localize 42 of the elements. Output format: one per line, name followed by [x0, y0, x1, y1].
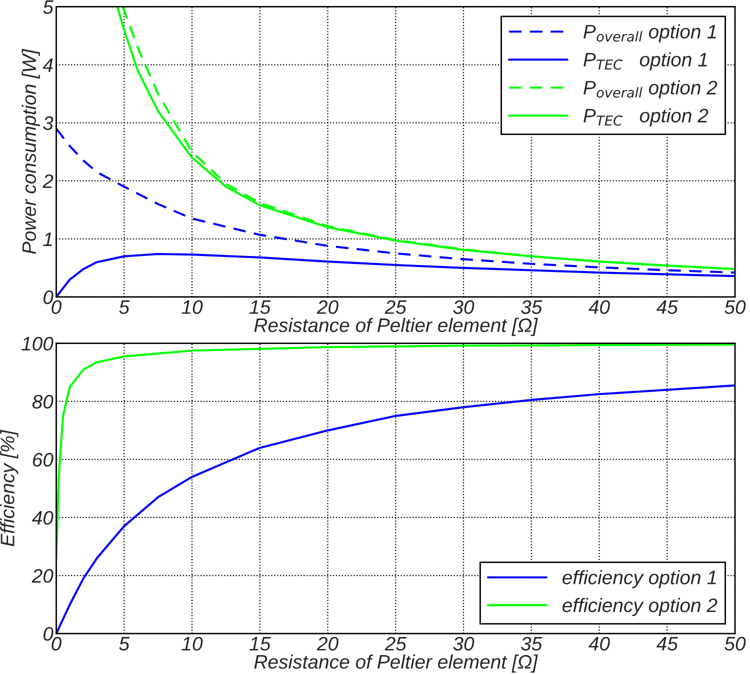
- legend-label: P$_{overall}$ option 2: [584, 80, 718, 98]
- x-tick-label: 25: [384, 300, 406, 314]
- y-tick-label: 5: [43, 0, 54, 14]
- y-axis-title: Efficiency [%]: [0, 430, 18, 546]
- x-tick-label: 45: [656, 300, 678, 314]
- x-tick-label: 15: [250, 637, 271, 651]
- y-tick-label: 3: [43, 116, 54, 130]
- x-tick-label: 20: [316, 636, 338, 651]
- y-tick-label: 2: [42, 174, 54, 188]
- y-tick-label: 1: [43, 232, 52, 246]
- x-tick-label: 40: [588, 636, 610, 651]
- text: P$_{TEC}$ option 1: [584, 52, 707, 70]
- y-axis-title: Power consumption [W]: [22, 48, 40, 254]
- x-tick-label: 35: [521, 636, 542, 651]
- x-tick-label: 45: [656, 637, 678, 651]
- x-tick-label: 30: [453, 636, 474, 651]
- y-tick-label: 0: [44, 290, 54, 304]
- x-tick-label: 5: [119, 637, 130, 651]
- y-tick-label: 80: [32, 394, 54, 409]
- x-tick-label: 5: [119, 300, 130, 314]
- y-tick-label: 4: [42, 58, 53, 72]
- y-tick-label: 40: [32, 510, 54, 525]
- x-tick-label: 15: [250, 300, 271, 314]
- y-tick-label: 0: [44, 627, 54, 641]
- x-tick-label: 50: [724, 300, 746, 314]
- x-tick-label: 40: [588, 300, 610, 314]
- x-tick-label: 20: [316, 300, 338, 314]
- x-tick-label: 25: [384, 636, 406, 651]
- legend-label: efficiency option 1: [562, 570, 716, 588]
- x-axis-title: Resistance of Peltier element [Ω]: [254, 318, 538, 336]
- legend-label: efficiency option 2: [562, 598, 718, 616]
- x-axis-title: Resistance of Peltier element [Ω]: [254, 654, 538, 673]
- y-tick-label: 20: [32, 568, 54, 583]
- y-tick-label: 100: [22, 336, 54, 351]
- x-tick-label: 10: [182, 636, 203, 651]
- x-tick-label: 30: [453, 300, 474, 314]
- y-tick-label: 60: [32, 452, 54, 467]
- text: P$_{TEC}$ option 2: [584, 108, 708, 126]
- legend-label: P$_{overall}$ option 1: [584, 24, 716, 42]
- x-tick-label: 10: [182, 300, 203, 314]
- x-tick-label: 35: [521, 300, 542, 314]
- x-tick-label: 50: [724, 636, 746, 651]
